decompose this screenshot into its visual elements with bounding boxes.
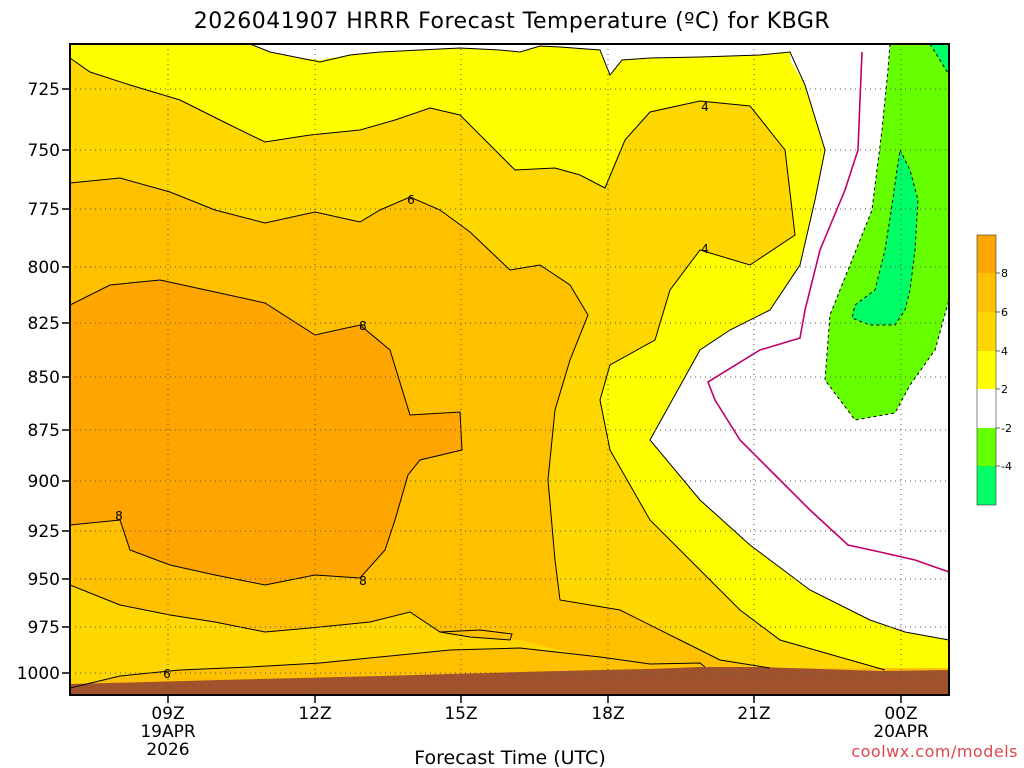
contour-8 — [70, 279, 463, 586]
contour-label: 8 — [359, 574, 367, 588]
colorbar-label: 6 — [1001, 306, 1008, 319]
colorbar-label: 4 — [1001, 345, 1008, 358]
colorbar-label: 2 — [1001, 383, 1008, 396]
contour-label: 6 — [407, 193, 415, 207]
colorbar-swatch — [977, 466, 996, 505]
colorbar-swatch — [977, 389, 996, 428]
colorbar-label: -2 — [1001, 422, 1012, 435]
colorbar-frame — [976, 234, 997, 506]
x-tick-label: 00Z — [884, 704, 917, 724]
colorbar: 8 6 4 2 -2 -4 — [976, 234, 1012, 506]
colorbar-swatch — [977, 273, 996, 312]
contour-minus2 — [824, 44, 949, 421]
x-tick-label: 18Z — [591, 704, 624, 724]
contour-4 — [70, 57, 886, 671]
colorbar-swatch — [977, 428, 996, 466]
colorbar-swatch — [977, 312, 996, 351]
band-bright-green — [852, 150, 918, 325]
y-tick-label: 950 — [28, 570, 60, 590]
x-tick-label: 15Z — [444, 704, 477, 724]
x-axis: 09Z 19APR 2026 12Z 15Z 18Z 21Z 00Z 20APR — [140, 695, 929, 760]
x-axis-label: Forecast Time (UTC) — [414, 747, 605, 768]
y-tick-label: 750 — [28, 141, 60, 161]
x-tick-label: 09Z — [151, 704, 184, 724]
x-tick-label: 12Z — [298, 704, 331, 724]
y-tick-label: 925 — [28, 522, 60, 542]
x-tick-sublabel: 2026 — [146, 740, 189, 760]
band-green — [825, 44, 949, 420]
contour-labels: 4 4 6 8 8 8 6 — [115, 100, 709, 681]
temperature-fill — [70, 44, 949, 695]
band-bright-green-corner — [930, 44, 949, 75]
contour-label: 6 — [163, 667, 171, 681]
contour-lines — [70, 44, 949, 689]
contour-6-surface — [70, 647, 706, 689]
plot-frame — [69, 43, 950, 696]
grid — [70, 44, 949, 695]
y-axis: 725 750 775 800 825 850 875 900 925 950 … — [17, 80, 70, 684]
contour-minus4 — [851, 148, 919, 326]
x-tick-label: 21Z — [737, 704, 770, 724]
y-tick-label: 875 — [28, 421, 60, 441]
colorbar-label: -4 — [1001, 460, 1012, 473]
y-tick-label: 900 — [28, 472, 60, 492]
credit-text: coolwx.com/models — [851, 742, 1018, 761]
contour-minus4-corner — [929, 44, 949, 76]
contour-label: 8 — [359, 319, 367, 333]
y-tick-label: 1000 — [17, 664, 60, 684]
contour-2-top — [249, 44, 949, 641]
y-tick-label: 825 — [28, 314, 60, 334]
freezing-line — [707, 51, 949, 573]
contour-label: 4 — [701, 242, 709, 256]
x-tick-sublabel: 20APR — [873, 722, 929, 742]
band-above-8 — [70, 280, 462, 585]
colorbar-swatch — [977, 351, 996, 389]
ground — [70, 667, 949, 695]
contour-label: 4 — [701, 100, 709, 114]
y-tick-label: 775 — [28, 200, 60, 220]
contour-label: 8 — [115, 509, 123, 523]
chart-title: 2026041907 HRRR Forecast Temperature (ºC… — [194, 9, 830, 34]
contour-6-low — [70, 584, 513, 641]
y-tick-label: 800 — [28, 258, 60, 278]
colorbar-label: 8 — [1001, 267, 1008, 280]
colorbar-swatch — [977, 235, 996, 273]
x-tick-sublabel: 19APR — [140, 722, 196, 742]
y-tick-label: 850 — [28, 368, 60, 388]
y-tick-label: 725 — [28, 80, 60, 100]
y-tick-label: 975 — [28, 618, 60, 638]
